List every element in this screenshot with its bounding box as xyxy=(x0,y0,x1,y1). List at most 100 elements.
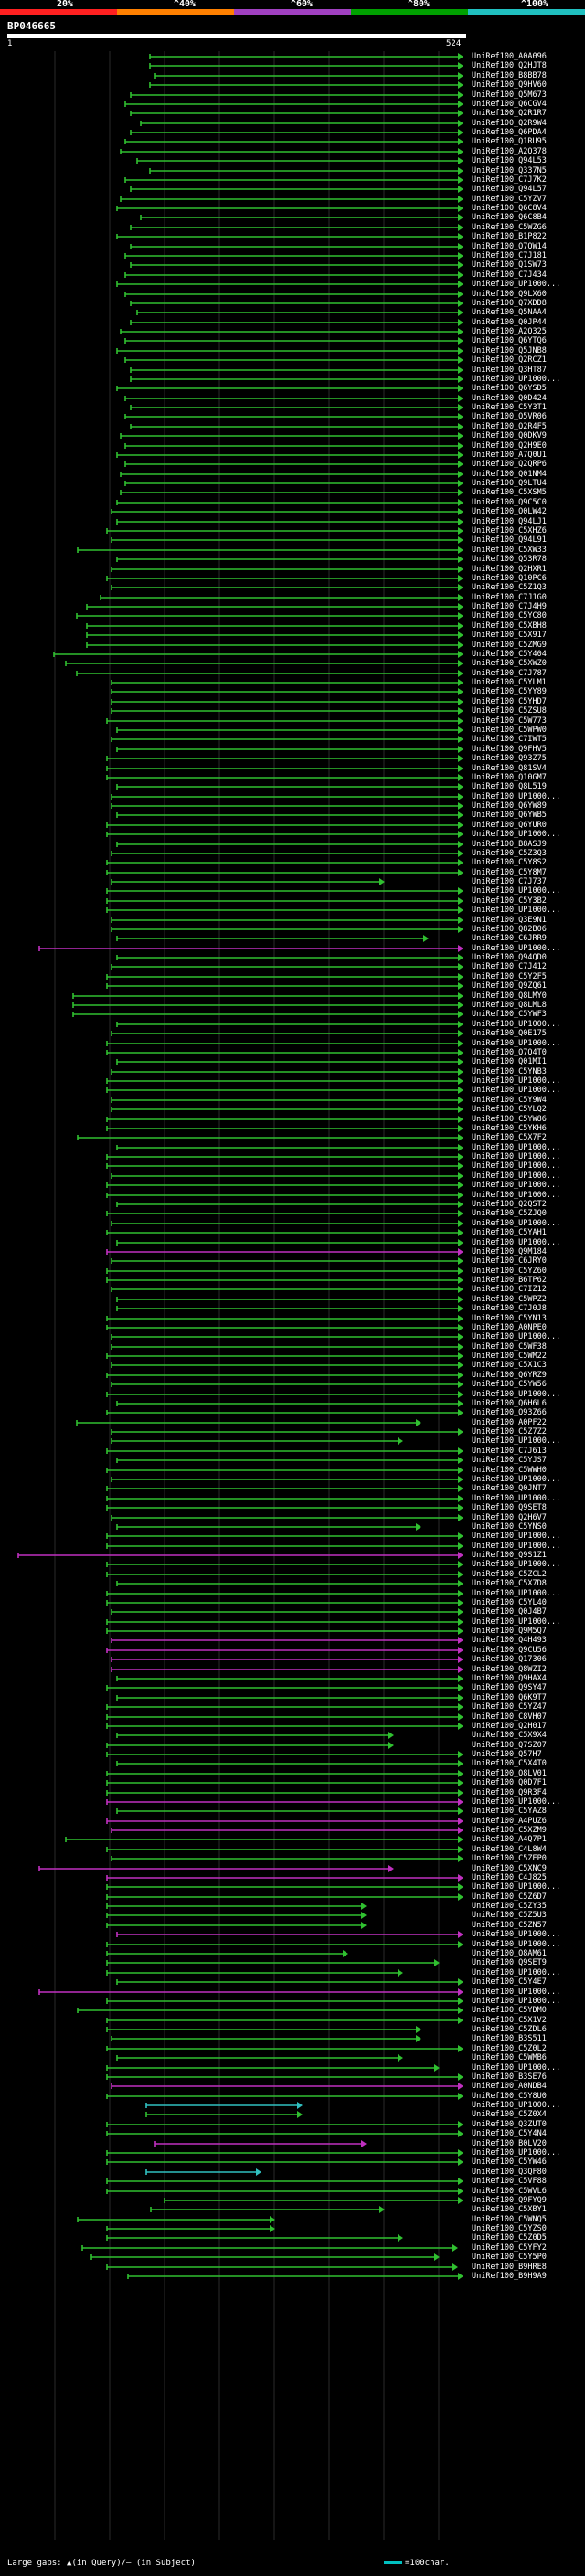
hit-label[interactable]: UniRef100_Q94LJ1 xyxy=(472,517,547,526)
hit-label[interactable]: UniRef100_C8VH07 xyxy=(472,1712,547,1722)
hit-label[interactable]: UniRef100_C5YHD7 xyxy=(472,697,547,706)
hit-label[interactable]: UniRef100_C5Y8M7 xyxy=(472,868,547,877)
hit-label[interactable]: UniRef100_C5YLQ2 xyxy=(472,1105,547,1114)
hit-label[interactable]: UniRef100_Q8WZI2 xyxy=(472,1665,547,1674)
hit-label[interactable]: UniRef100_C5YLM1 xyxy=(472,678,547,687)
hit-label[interactable]: UniRef100_Q94L57 xyxy=(472,185,547,194)
hit-label[interactable]: UniRef100_Q8LML8 xyxy=(472,1001,547,1010)
hit-label[interactable]: UniRef100_C5Y3T1 xyxy=(472,403,547,412)
hit-label[interactable]: UniRef100_Q10GM7 xyxy=(472,773,547,782)
hit-label[interactable]: UniRef100_UP1000... xyxy=(472,1143,561,1152)
hit-label[interactable]: UniRef100_B1P822 xyxy=(472,232,547,241)
hit-label[interactable]: UniRef100_Q2H017 xyxy=(472,1722,547,1731)
hit-label[interactable]: UniRef100_C5WZG6 xyxy=(472,223,547,232)
hit-label[interactable]: UniRef100_UP1000... xyxy=(472,1039,561,1048)
hit-label[interactable]: UniRef100_Q01NM4 xyxy=(472,470,547,479)
hit-label[interactable]: UniRef100_Q0E175 xyxy=(472,1029,547,1038)
hit-label[interactable]: UniRef100_UP1000... xyxy=(472,1532,561,1541)
hit-label[interactable]: UniRef100_Q6YUR0 xyxy=(472,821,547,830)
hit-label[interactable]: UniRef100_C5YNS0 xyxy=(472,1522,547,1532)
hit-label[interactable]: UniRef100_C5YKH6 xyxy=(472,1124,547,1133)
hit-label[interactable]: UniRef100_Q9LTU4 xyxy=(472,479,547,488)
hit-label[interactable]: UniRef100_Q53R78 xyxy=(472,555,547,564)
hit-label[interactable]: UniRef100_C5W773 xyxy=(472,716,547,726)
hit-label[interactable]: UniRef100_C4J825 xyxy=(472,1873,547,1882)
hit-label[interactable]: UniRef100_C5YZV7 xyxy=(472,195,547,204)
hit-label[interactable]: UniRef100_Q94QD0 xyxy=(472,953,547,962)
hit-label[interactable]: UniRef100_UP1000... xyxy=(472,1988,561,1997)
hit-label[interactable]: UniRef100_C5Y5P0 xyxy=(472,2253,547,2262)
hit-label[interactable]: UniRef100_Q3QF80 xyxy=(472,2168,547,2177)
hit-label[interactable]: UniRef100_C6JRY0 xyxy=(472,1256,547,1266)
hit-label[interactable]: UniRef100_C5X917 xyxy=(472,631,547,640)
hit-label[interactable]: UniRef100_Q7QW14 xyxy=(472,242,547,251)
hit-label[interactable]: UniRef100_Q0LW42 xyxy=(472,507,547,516)
hit-label[interactable]: UniRef100_UP1000... xyxy=(472,1930,561,1939)
hit-label[interactable]: UniRef100_C5Y8S2 xyxy=(472,858,547,867)
hit-label[interactable]: UniRef100_C5XBH8 xyxy=(472,621,547,631)
hit-label[interactable]: UniRef100_Q4H493 xyxy=(472,1636,547,1645)
hit-label[interactable]: UniRef100_C5Y404 xyxy=(472,650,547,659)
hit-label[interactable]: UniRef100_C5ZSU8 xyxy=(472,706,547,716)
hit-label[interactable]: UniRef100_C5WF38 xyxy=(472,1342,547,1352)
hit-label[interactable]: UniRef100_C5X7D8 xyxy=(472,1579,547,1588)
hit-label[interactable]: UniRef100_C5YAZ8 xyxy=(472,1807,547,1816)
hit-label[interactable]: UniRef100_C5Y8U0 xyxy=(472,2092,547,2101)
hit-label[interactable]: UniRef100_C5YC80 xyxy=(472,611,547,620)
hit-label[interactable]: UniRef100_UP1000... xyxy=(472,1191,561,1200)
hit-label[interactable]: UniRef100_C5WMB6 xyxy=(472,2053,547,2062)
hit-label[interactable]: UniRef100_Q7XDD8 xyxy=(472,299,547,308)
hit-label[interactable]: UniRef100_C5X9X4 xyxy=(472,1731,547,1740)
hit-label[interactable]: UniRef100_Q3E9N1 xyxy=(472,916,547,925)
hit-label[interactable]: UniRef100_C5Y3B2 xyxy=(472,896,547,906)
hit-label[interactable]: UniRef100_C5Z0L2 xyxy=(472,2044,547,2053)
hit-label[interactable]: UniRef100_C5YAH1 xyxy=(472,1228,547,1237)
hit-label[interactable]: UniRef100_UP1000... xyxy=(472,830,561,839)
hit-label[interactable]: UniRef100_C5ZY35 xyxy=(472,1902,547,1911)
hit-label[interactable]: UniRef100_Q7SZ07 xyxy=(472,1741,547,1750)
hit-label[interactable]: UniRef100_UP1000... xyxy=(472,1997,561,2006)
hit-label[interactable]: UniRef100_UP1000... xyxy=(472,1086,561,1095)
hit-label[interactable]: UniRef100_Q9SET9 xyxy=(472,1958,547,1967)
hit-label[interactable]: UniRef100_Q17306 xyxy=(472,1655,547,1664)
hit-label[interactable]: UniRef100_Q3HT87 xyxy=(472,366,547,375)
hit-label[interactable]: UniRef100_Q9C5C0 xyxy=(472,498,547,507)
hit-label[interactable]: UniRef100_C7J4H9 xyxy=(472,602,547,611)
hit-label[interactable]: UniRef100_C6JRR9 xyxy=(472,934,547,943)
hit-label[interactable]: UniRef100_C5Y4N4 xyxy=(472,2129,547,2138)
hit-label[interactable]: UniRef100_UP1000... xyxy=(472,1181,561,1190)
hit-label[interactable]: UniRef100_UP1000... xyxy=(472,1882,561,1892)
hit-label[interactable]: UniRef100_C5Y2F5 xyxy=(472,972,547,981)
hit-label[interactable]: UniRef100_Q0D424 xyxy=(472,394,547,403)
hit-label[interactable]: UniRef100_UP1000... xyxy=(472,1589,561,1598)
hit-label[interactable]: UniRef100_Q6PDA4 xyxy=(472,128,547,137)
hit-label[interactable]: UniRef100_Q5NAA4 xyxy=(472,308,547,317)
hit-label[interactable]: UniRef100_Q2H6V7 xyxy=(472,1513,547,1522)
hit-label[interactable]: UniRef100_UP1000... xyxy=(472,2101,561,2110)
hit-label[interactable]: UniRef100_C5YW86 xyxy=(472,1115,547,1124)
hit-label[interactable]: UniRef100_Q1RU95 xyxy=(472,137,547,146)
hit-label[interactable]: UniRef100_C5ZEP0 xyxy=(472,1854,547,1863)
hit-label[interactable]: UniRef100_C5YZ47 xyxy=(472,1702,547,1712)
hit-label[interactable]: UniRef100_Q9LX60 xyxy=(472,290,547,299)
hit-label[interactable]: UniRef100_C5XW33 xyxy=(472,546,547,555)
hit-label[interactable]: UniRef100_B3S511 xyxy=(472,2034,547,2043)
hit-label[interactable]: UniRef100_C5ZN57 xyxy=(472,1921,547,1930)
hit-label[interactable]: UniRef100_UP1000... xyxy=(472,1020,561,1029)
hit-label[interactable]: UniRef100_C5YZS0 xyxy=(472,2224,547,2233)
hit-label[interactable]: UniRef100_UP1000... xyxy=(472,1797,561,1807)
hit-label[interactable]: UniRef100_C5XWZ0 xyxy=(472,659,547,668)
hit-label[interactable]: UniRef100_C7J737 xyxy=(472,877,547,886)
hit-label[interactable]: UniRef100_C5XNC9 xyxy=(472,1864,547,1873)
hit-label[interactable]: UniRef100_Q6YRZ9 xyxy=(472,1371,547,1380)
hit-label[interactable]: UniRef100_UP1000... xyxy=(472,2148,561,2157)
hit-label[interactable]: UniRef100_Q2QRP6 xyxy=(472,460,547,469)
hit-label[interactable]: UniRef100_A0A096 xyxy=(472,52,547,61)
hit-label[interactable]: UniRef100_Q2R1R7 xyxy=(472,109,547,118)
hit-label[interactable]: UniRef100_Q2QST2 xyxy=(472,1200,547,1209)
hit-label[interactable]: UniRef100_UP1000... xyxy=(472,1390,561,1399)
hit-label[interactable]: UniRef100_Q0J4B7 xyxy=(472,1607,547,1617)
hit-label[interactable]: UniRef100_UP1000... xyxy=(472,1152,561,1161)
hit-label[interactable]: UniRef100_A4PUZ6 xyxy=(472,1817,547,1826)
hit-label[interactable]: UniRef100_C5XSM5 xyxy=(472,488,547,497)
